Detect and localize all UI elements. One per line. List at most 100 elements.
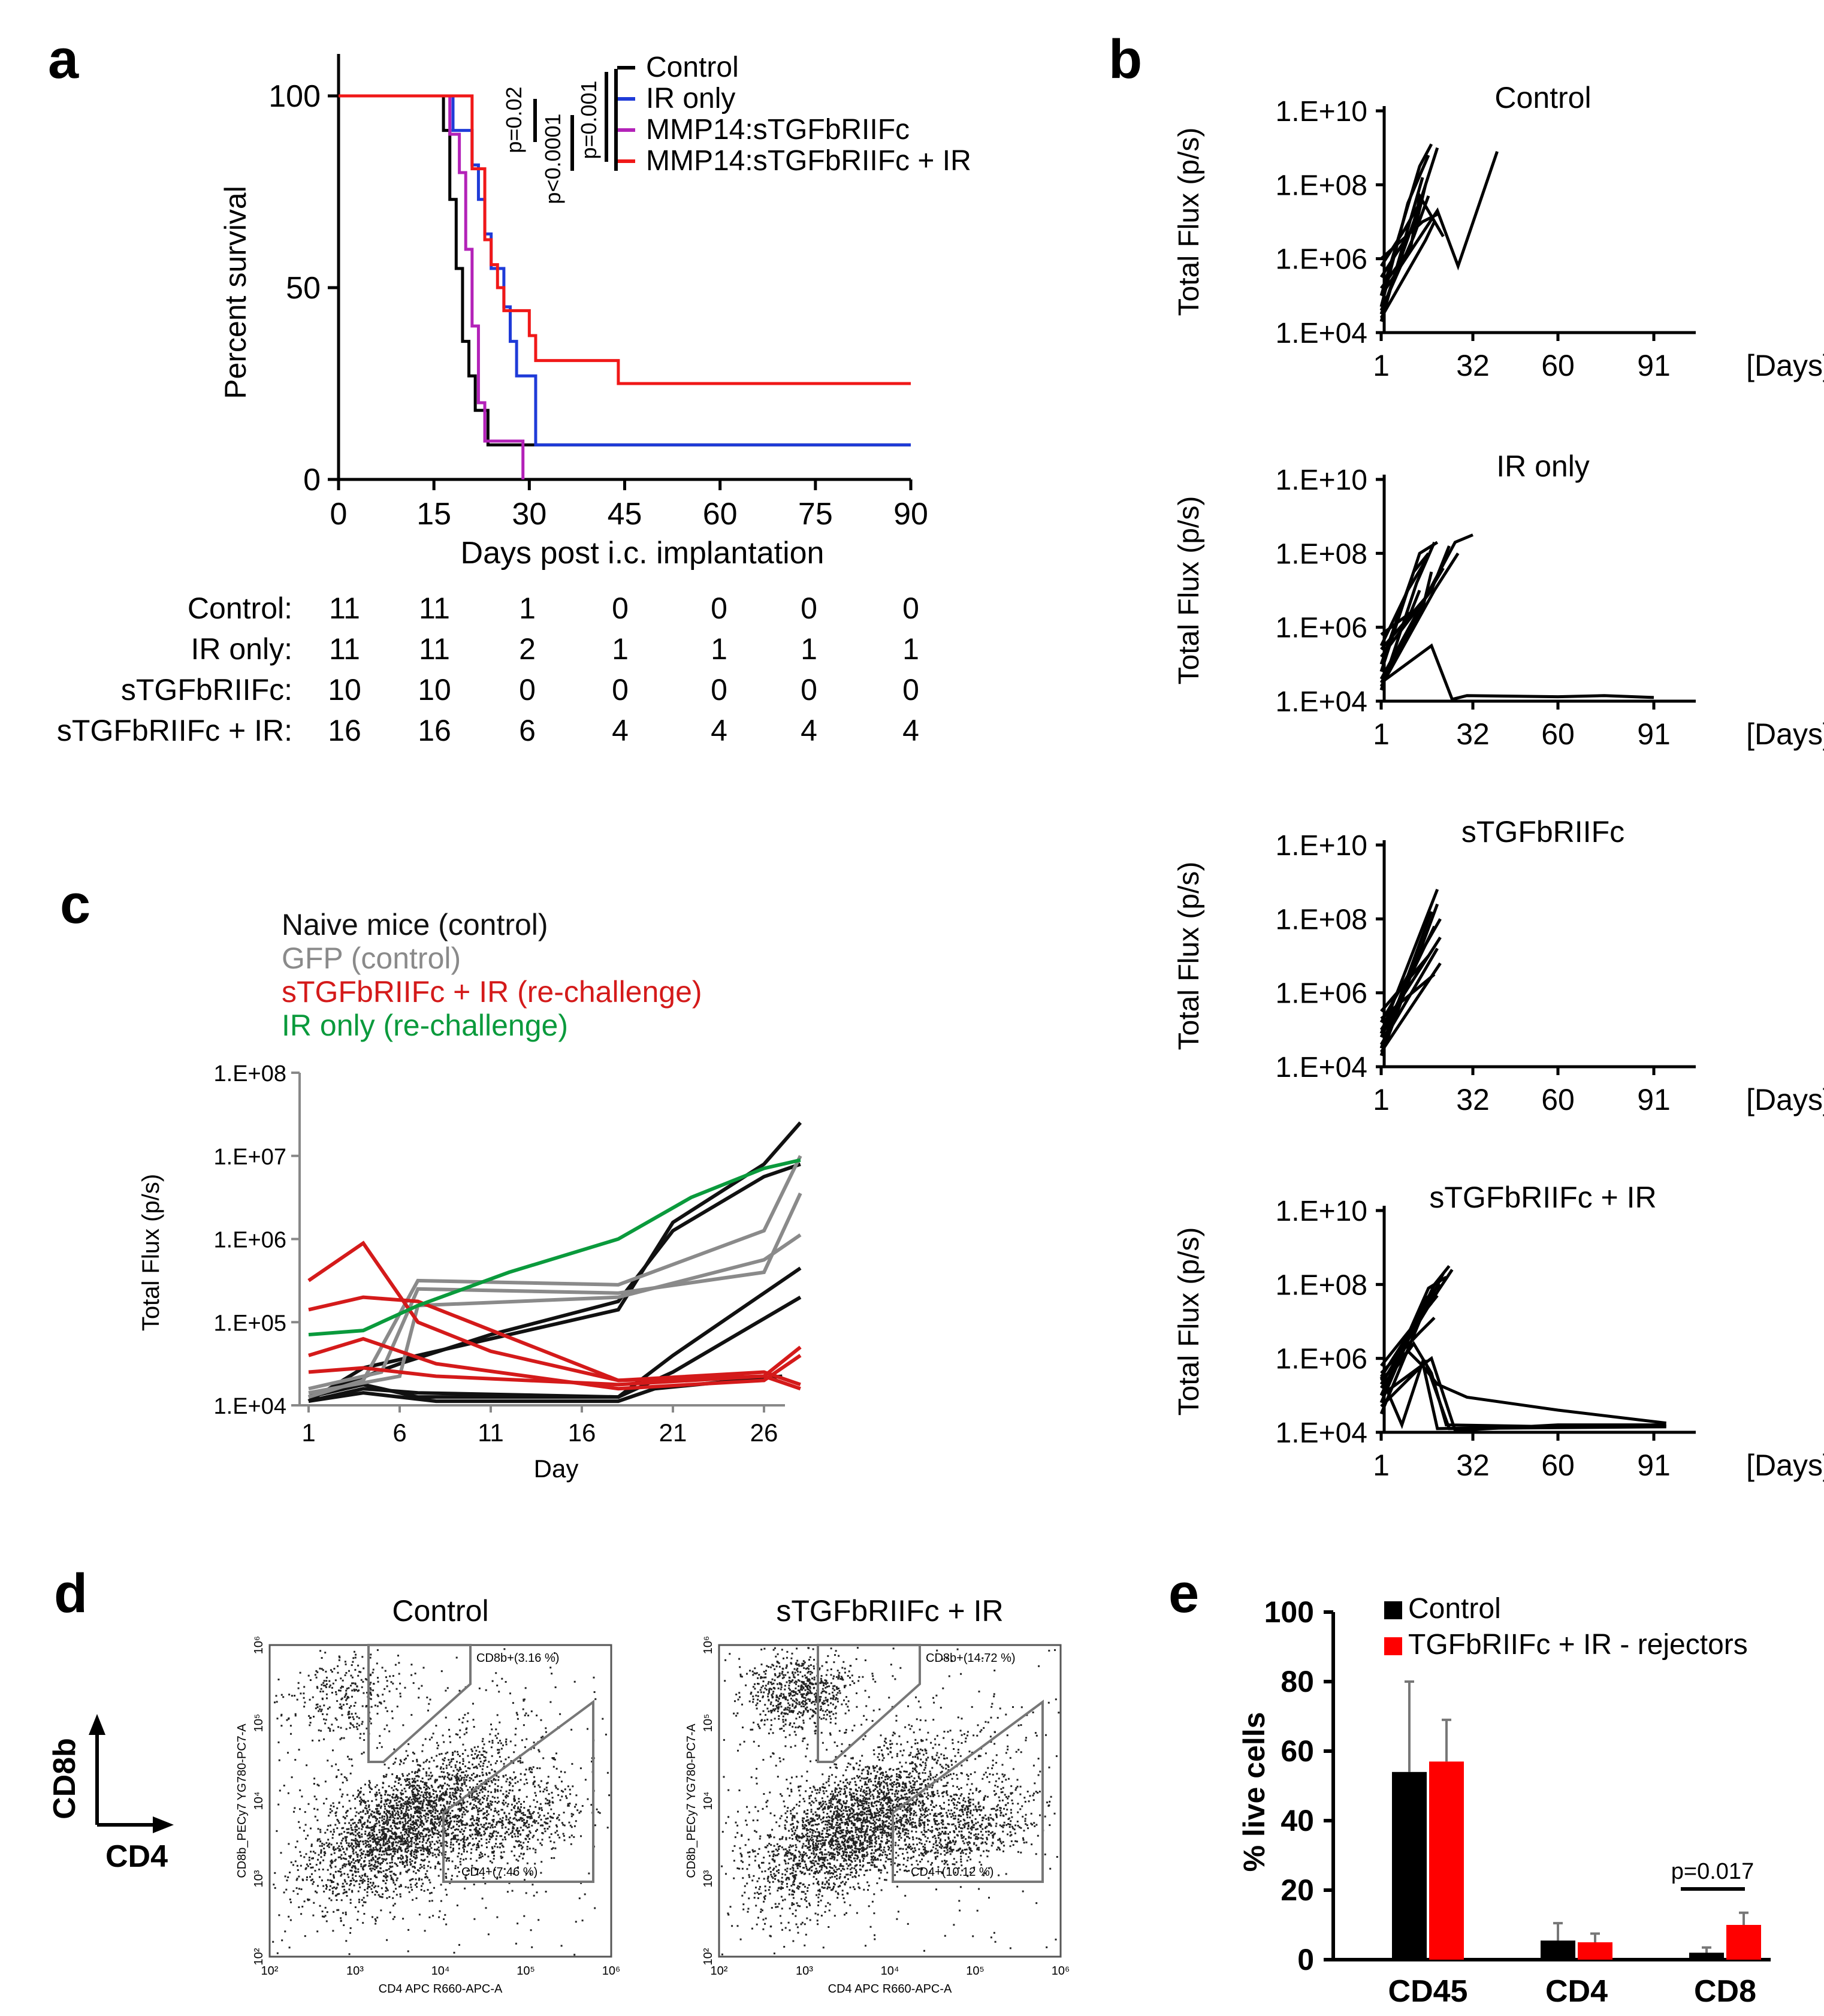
risk-cell: 0	[902, 673, 919, 707]
flux-x-unit: [Days]	[1746, 717, 1824, 751]
cd4-gate-label: CD4+(10.12 %)	[911, 1866, 993, 1879]
rechallenge-line-naive-mice-control	[308, 1296, 802, 1399]
rechallenge-legend-stgfbriifc-ir-re-challenge: sTGFbRIIFc + IR (re-challenge)	[282, 975, 702, 1009]
flux-x-unit: [Days]	[1746, 349, 1824, 382]
bar-cd8-tgfbriifc-ir-rejectors	[1726, 1925, 1761, 1960]
cytometry-y-tick: 10³	[702, 1870, 715, 1887]
legend-label-control: Control	[646, 52, 739, 83]
bar-cd45-tgfbriifc-ir-rejectors	[1429, 1761, 1464, 1960]
cytometry-y-tick: 10⁴	[702, 1792, 715, 1810]
panel-d-label: d	[54, 1563, 87, 1624]
flux-line	[1380, 590, 1421, 636]
flux-subplots: Control 1.E+04 1.E+06 1.E+08 1.E+10 1 32 60 91 [D…	[1173, 81, 1824, 1482]
flux-line	[1380, 643, 1654, 701]
flux-subplot-ir-only: IR only 1.E+04 1.E+06 1.E+08 1.E+10 1 32 60 91 [D…	[1173, 449, 1824, 751]
rechallenge-y-tick-label: 1.E+08	[214, 1061, 287, 1087]
cytometry-y-tick: 10²	[252, 1948, 265, 1965]
flux-line	[1379, 552, 1460, 687]
flux-x-tick-label: 1	[1373, 1083, 1390, 1116]
cytometry-y-tick: 10⁶	[252, 1636, 265, 1654]
flux-y-tick-label: 1.E+10	[1276, 464, 1367, 496]
flux-line	[1379, 221, 1436, 319]
cd4-gate	[892, 1700, 1044, 1883]
risk-cell: 1	[902, 632, 919, 666]
cytometry-x-tick: 10⁵	[517, 1964, 535, 1978]
survival-line-mmp14-stgfbriifc	[339, 94, 525, 479]
rechallenge-ylabel: Total Flux (p/s)	[138, 1174, 164, 1331]
live-cells-category-cd45: CD45	[1388, 1974, 1468, 2009]
flux-y-tick-label: 1.E+08	[1276, 170, 1367, 201]
flux-y-tick-label: 1.E+06	[1276, 612, 1367, 644]
rechallenge-line-stgfbriifc-ir-re-challenge	[308, 1295, 802, 1383]
legend-label-mmp14-stgfbriifc: MMP14:sTGFbRIIFc	[646, 114, 910, 146]
flux-x-tick-label: 32	[1456, 349, 1490, 382]
cytometry-y-tick: 10⁶	[702, 1636, 715, 1654]
risk-cell: 0	[902, 591, 919, 625]
survival-x-tick-label: 15	[416, 497, 451, 532]
flux-line	[1379, 552, 1430, 665]
flux-y-tick-label: 1.E+04	[1276, 686, 1367, 718]
risk-row-label: sTGFbRIIFc + IR:	[57, 714, 292, 747]
flux-line	[1379, 195, 1430, 312]
risk-cell: 4	[612, 714, 629, 747]
flux-y-tick-label: 1.E+06	[1276, 978, 1367, 1010]
risk-cell: 11	[329, 632, 360, 666]
flux-y-tick-label: 1.E+04	[1276, 1417, 1367, 1449]
risk-cell: 0	[801, 673, 817, 707]
flow-cytometry: CD8b CD4 Control10²10²10³10³10⁴10⁴10⁵10⁵…	[47, 1594, 1070, 1996]
rechallenge-y-tick-label: 1.E+07	[214, 1145, 287, 1170]
rechallenge-line-gfp-control	[308, 1192, 802, 1391]
flux-y-tick-label: 1.E+08	[1276, 538, 1367, 570]
rechallenge-chart: Naive mice (control)GFP (control)sTGFbRI…	[138, 908, 802, 1483]
risk-cell: 6	[519, 714, 536, 747]
live-cells-y-tick-label: 40	[1281, 1804, 1314, 1837]
rechallenge-line-stgfbriifc-ir-re-challenge	[307, 1241, 801, 1387]
live-cells-y-tick-label: 80	[1281, 1665, 1314, 1698]
survival-x-tick-label: 75	[798, 497, 833, 532]
pvalue-2: p<0.0001	[540, 113, 565, 204]
flux-y-tick-label: 1.E+10	[1276, 1196, 1367, 1227]
flux-y-tick-label: 1.E+04	[1276, 1052, 1367, 1084]
glyph-x-arrowhead	[153, 1816, 174, 1833]
live-cells-legend-label: TGFbRIIFc + IR - rejectors	[1408, 1629, 1748, 1661]
flux-x-tick-label: 91	[1637, 349, 1671, 382]
cytometry-x-tick: 10²	[711, 1964, 728, 1978]
flux-x-tick-label: 1	[1373, 717, 1390, 751]
flux-line	[1379, 533, 1473, 680]
rechallenge-x-tick-label: 26	[750, 1419, 778, 1447]
risk-cell: 0	[711, 591, 727, 625]
live-cells-y-tick-label: 100	[1264, 1595, 1314, 1629]
cytometry-x-tick: 10⁴	[881, 1964, 899, 1978]
rechallenge-legend-gfp-control: GFP (control)	[282, 941, 461, 975]
live-cells-y-tick-label: 60	[1281, 1734, 1314, 1768]
cd8-gate-label: CD8b+(14.72 %)	[926, 1652, 1016, 1665]
cd4-gate	[442, 1700, 594, 1883]
flux-line	[1379, 1275, 1447, 1396]
bar-cd4-tgfbriifc-ir-rejectors	[1578, 1942, 1612, 1960]
risk-cell: 16	[418, 714, 451, 747]
glyph-y-arrowhead	[89, 1714, 105, 1735]
rechallenge-x-tick-label: 6	[392, 1419, 406, 1447]
flux-x-unit: [Days]	[1746, 1083, 1824, 1116]
pvalue-3: p=0.001	[576, 80, 601, 159]
cytometry-y-tick: 10⁵	[702, 1714, 715, 1733]
flux-ylabel: Total Flux (p/s)	[1173, 128, 1205, 316]
cytometry-x-tick: 10⁵	[966, 1964, 985, 1978]
panel-c-label: c	[60, 874, 90, 935]
cytometry-x-tick: 10⁶	[602, 1964, 620, 1978]
risk-cell: 4	[711, 714, 727, 747]
live-cells-category-cd8: CD8	[1694, 1974, 1756, 2009]
flux-x-tick-label: 91	[1637, 1448, 1671, 1482]
flux-line	[1379, 889, 1439, 1034]
flux-line	[1379, 155, 1430, 307]
glyph-x-label: CD4	[105, 1839, 168, 1874]
survival-xlabel: Days post i.c. implantation	[461, 536, 825, 571]
live-cells-category-cd4: CD4	[1545, 1974, 1608, 2009]
risk-row-label: sTGFbRIIFc:	[121, 673, 292, 707]
rechallenge-legend-ir-only-re-challenge: IR only (re-challenge)	[282, 1009, 568, 1042]
risk-cell: 1	[711, 632, 727, 666]
flux-x-tick-label: 91	[1637, 717, 1671, 751]
survival-y-tick-label: 0	[303, 463, 321, 497]
bar-cd8-control	[1689, 1952, 1724, 1960]
